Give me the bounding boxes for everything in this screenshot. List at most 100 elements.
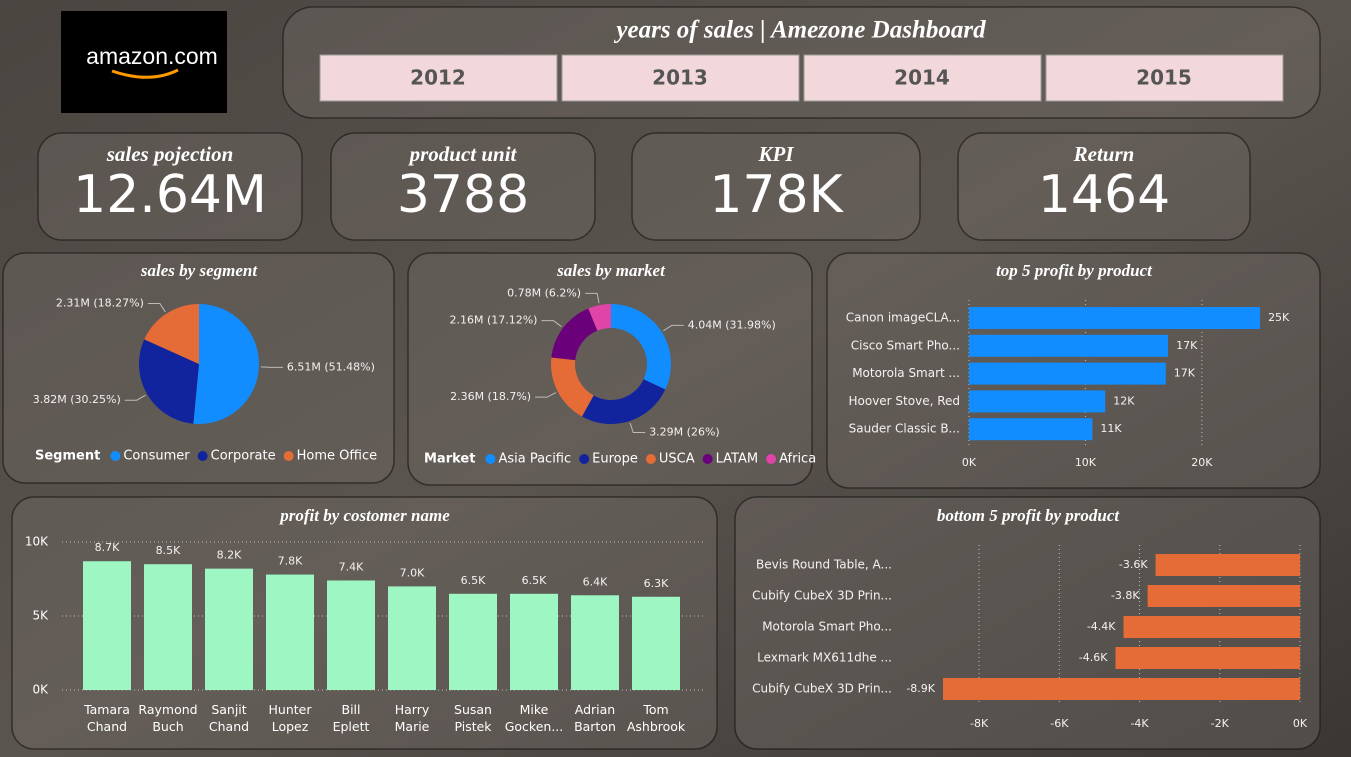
data-label: 8.7K: [95, 541, 120, 554]
chart-title: sales by segment: [140, 261, 258, 280]
kpi-label: sales pojection: [106, 142, 234, 166]
data-label: 7.8K: [278, 555, 303, 568]
y-tick-label: Lexmark MX611dhe ...: [757, 651, 892, 665]
x-tick-label: 20K: [1191, 456, 1213, 469]
legend-swatch: [645, 454, 656, 464]
panel: [407, 252, 813, 486]
legend-swatch: [579, 454, 590, 464]
legend-label: Africa: [779, 452, 816, 467]
data-label: 7.4K: [339, 560, 364, 573]
bar: [205, 568, 253, 690]
kpi-label: Return: [1073, 142, 1135, 166]
x-tick-label: -4K: [1130, 717, 1149, 730]
chart-title: top 5 profit by product: [996, 261, 1153, 280]
y-tick-label: Canon imageCLA...: [846, 311, 960, 325]
kpi-card: [631, 132, 921, 241]
bar: [327, 580, 375, 690]
logo-box: [61, 11, 227, 113]
y-tick-label: 5K: [32, 609, 49, 623]
kpi-card: [37, 132, 303, 241]
data-label: 11K: [1100, 422, 1122, 435]
kpi-value: 3788: [397, 165, 529, 225]
data-label: 3.82M (30.25%): [33, 393, 121, 406]
x-tick-label: -2K: [1211, 717, 1230, 730]
legend-swatch: [283, 451, 294, 461]
year-button-bg: [803, 54, 1042, 102]
kpi-value: 1464: [1038, 165, 1170, 225]
legend-label: Corporate: [211, 449, 276, 464]
year-button-bg: [1045, 54, 1284, 102]
legend-title: Market: [424, 452, 475, 467]
y-tick-label: Hoover Stove, Red: [848, 394, 960, 408]
leader-line: [147, 303, 166, 313]
x-tick-label: Hunter Lopez: [269, 702, 313, 734]
slice: [551, 357, 594, 417]
data-label: -4.4K: [1087, 620, 1116, 633]
header-title: years of sales | Amezone Dashboard: [613, 17, 986, 44]
bar: [449, 593, 497, 690]
data-label: -8.9K: [906, 682, 935, 695]
bar: [144, 564, 192, 690]
legend-label: Europe: [592, 452, 638, 467]
x-tick-label: Tamara Chand: [83, 702, 130, 734]
bar: [388, 586, 436, 690]
data-label: -4.6K: [1079, 651, 1108, 664]
data-label: 3.29M (26%): [649, 425, 720, 438]
legend-label: Consumer: [123, 449, 190, 464]
bar: [510, 593, 558, 690]
kpi-label: product unit: [408, 142, 518, 166]
x-tick-label: Mike Gocken...: [505, 702, 564, 734]
legend-label: Home Office: [297, 449, 377, 464]
bar: [571, 595, 619, 690]
x-tick-label: -6K: [1050, 717, 1069, 730]
x-tick-label: Bill Eplett: [333, 702, 370, 734]
bar: [943, 678, 1300, 700]
kpi-card: [330, 132, 596, 241]
year-button[interactable]: 2015: [1045, 54, 1284, 102]
bar: [969, 307, 1261, 329]
data-label: 2.36M (18.7%): [450, 390, 531, 403]
x-tick-label: -8K: [970, 717, 989, 730]
slice: [551, 308, 598, 361]
legend-swatch: [485, 454, 496, 464]
bar: [83, 561, 131, 690]
data-label: 17K: [1174, 367, 1196, 380]
data-label: 7.0K: [400, 566, 425, 579]
data-label: 12K: [1113, 394, 1135, 407]
year-label: 2013: [652, 66, 708, 90]
kpi-card: [957, 132, 1251, 241]
leader-line: [535, 392, 557, 398]
legend-label: USCA: [659, 452, 695, 467]
data-label: 2.31M (18.27%): [56, 297, 144, 310]
x-tick-label: Tom Ashbrook: [627, 702, 686, 734]
x-tick-label: 0K: [962, 456, 977, 469]
year-button[interactable]: 2013: [561, 54, 800, 102]
data-label: 25K: [1268, 311, 1290, 324]
year-button[interactable]: 2012: [319, 54, 558, 102]
bar: [969, 390, 1106, 413]
year-button[interactable]: 2014: [803, 54, 1042, 102]
y-tick-label: Motorola Smart Pho...: [762, 620, 892, 634]
slice: [581, 379, 666, 424]
chart-title: profit by costomer name: [278, 506, 450, 525]
data-label: 17K: [1176, 339, 1198, 352]
data-label: 8.2K: [217, 549, 242, 562]
bar: [1115, 647, 1300, 669]
leader-line: [629, 422, 646, 433]
data-label: 2.16M (17.12%): [449, 314, 537, 327]
year-slicer: 2012 2013 2014 2015: [319, 54, 1284, 102]
y-tick-label: 10K: [25, 535, 49, 549]
year-label: 2012: [410, 66, 466, 90]
y-tick-label: 0K: [32, 683, 49, 697]
x-tick-label: Harry Marie: [395, 702, 430, 734]
legend-swatch: [110, 451, 121, 461]
x-tick-label: Raymond Buch: [138, 702, 197, 734]
data-label: -3.8K: [1111, 589, 1140, 602]
logo: amazon.com: [86, 43, 218, 69]
kpi-label: KPI: [757, 142, 794, 166]
chart-title: bottom 5 profit by product: [937, 506, 1121, 525]
x-tick-label: Adrian Barton: [574, 702, 616, 734]
legend-title: Segment: [35, 449, 100, 464]
slice: [138, 339, 199, 424]
